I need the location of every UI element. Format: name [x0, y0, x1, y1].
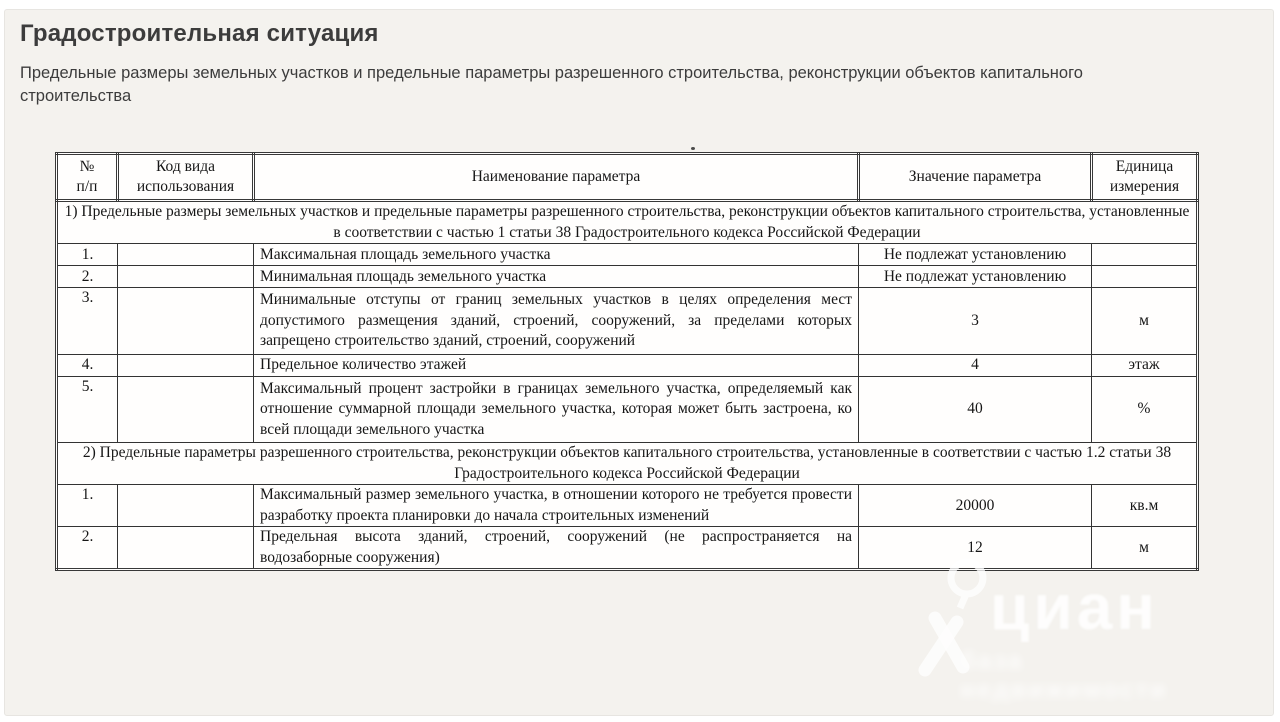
cell-code: [117, 243, 254, 267]
section-header-row: 2) Предельные параметры разрешенного стр…: [56, 442, 1198, 486]
cell-unit: кв.м: [1091, 484, 1198, 528]
cell-num: 4.: [56, 353, 118, 377]
cell-code: [117, 353, 254, 377]
cell-value: 3: [858, 287, 1092, 355]
cell-unit: [1091, 265, 1198, 289]
table-row: 4. Предельное количество этажей 4 этаж: [56, 353, 1198, 377]
column-header-unit: Единица измерения: [1090, 151, 1199, 203]
cell-value: 12: [858, 526, 1092, 571]
page-title: Градостроительная ситуация: [20, 20, 379, 47]
cell-num: 3.: [56, 287, 118, 355]
table-row: 3. Минимальные отступы от границ земельн…: [56, 287, 1198, 355]
cell-value: 4: [858, 353, 1092, 377]
parameters-table: № п/п Код вида использования Наименовани…: [55, 151, 1199, 572]
cell-name: Максимальная площадь земельного участка: [253, 243, 859, 267]
section-header-row: 1) Предельные размеры земельных участков…: [56, 200, 1198, 245]
table-header-row: № п/п Код вида использования Наименовани…: [55, 151, 1199, 203]
cell-num: 2.: [56, 265, 118, 289]
column-header-name: Наименование параметра: [252, 151, 860, 203]
cell-unit: этаж: [1091, 353, 1198, 377]
cell-name: Максимальный процент застройки в граница…: [253, 375, 859, 444]
cell-name: Минимальные отступы от границ земельных …: [253, 287, 859, 355]
cell-code: [117, 287, 254, 355]
cell-value: 40: [858, 375, 1092, 444]
page-subtitle: Предельные размеры земельных участков и …: [20, 64, 1083, 106]
cell-name: Предельная высота зданий, строений, соор…: [253, 526, 859, 571]
column-header-code: Код вида использования: [116, 151, 255, 203]
cell-name: Предельное количество этажей: [253, 353, 859, 377]
cell-code: [117, 484, 254, 528]
cell-num: 1.: [56, 243, 118, 267]
cell-value: 20000: [858, 484, 1092, 528]
artifact-dot: [691, 147, 695, 150]
table-row: 1. Максимальная площадь земельного участ…: [56, 243, 1198, 267]
cell-num: 2.: [56, 526, 118, 571]
section-1-header: 1) Предельные размеры земельных участков…: [56, 200, 1198, 245]
table-row: 2. Предельная высота зданий, строений, с…: [56, 526, 1198, 571]
cell-name: Минимальная площадь земельного участка: [253, 265, 859, 289]
cell-unit: м: [1091, 287, 1198, 355]
cell-unit: [1091, 243, 1198, 267]
column-header-num: № п/п: [55, 151, 119, 203]
column-header-value: Значение параметра: [857, 151, 1093, 203]
cell-unit: м: [1091, 526, 1198, 571]
table-row: 2. Минимальная площадь земельного участк…: [56, 265, 1198, 289]
cell-num: 5.: [56, 375, 118, 444]
section-2-header: 2) Предельные параметры разрешенного стр…: [56, 442, 1198, 486]
table-row: 5. Максимальный процент застройки в гран…: [56, 375, 1198, 444]
cell-name: Максимальный размер земельного участка, …: [253, 484, 859, 528]
parameters-table-container: № п/п Код вида использования Наименовани…: [55, 151, 1199, 572]
cell-value: Не подлежат установлению: [858, 265, 1092, 289]
cell-num: 1.: [56, 484, 118, 528]
cell-unit: %: [1091, 375, 1198, 444]
cell-value: Не подлежат установлению: [858, 243, 1092, 267]
table-row: 1. Максимальный размер земельного участк…: [56, 484, 1198, 528]
cell-code: [117, 375, 254, 444]
cell-code: [117, 265, 254, 289]
cell-code: [117, 526, 254, 571]
